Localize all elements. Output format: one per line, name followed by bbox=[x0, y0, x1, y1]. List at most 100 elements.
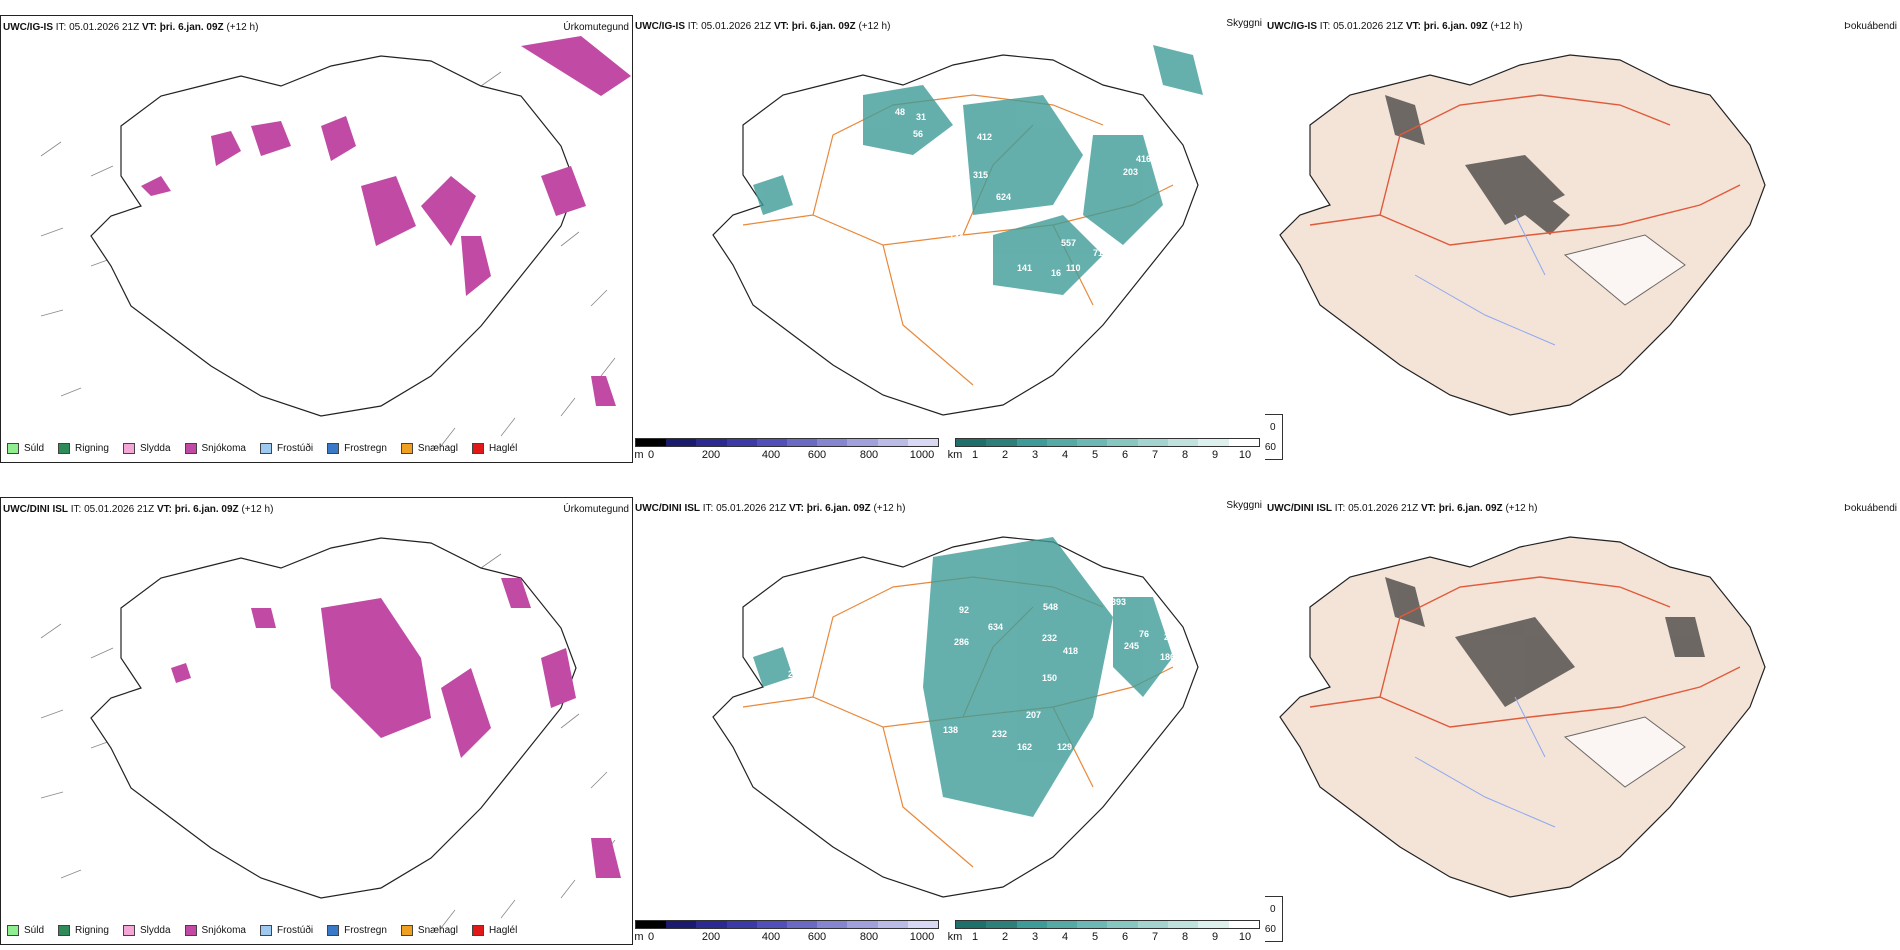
visibility-label: 200 bbox=[788, 669, 803, 679]
scale-tick: 6 bbox=[1121, 931, 1129, 943]
visibility-scale-bar bbox=[955, 920, 1260, 929]
legend-item: Snæhagl bbox=[400, 925, 458, 936]
precip-type-panel-row1: UWC/IG-IS IT: 05.01.2026 21Z VT: þri. 6.… bbox=[0, 15, 633, 463]
scale-tick: 400 bbox=[761, 931, 781, 943]
height-scale: m 0 200 400 600 800 1000 bbox=[634, 438, 939, 461]
legend-item: Haglél bbox=[471, 443, 517, 454]
panel-header: UWC/DINI ISL IT: 05.01.2026 21Z VT: þri.… bbox=[3, 504, 274, 515]
legend-item: Snæhagl bbox=[400, 443, 458, 454]
scale-tick: 1000 bbox=[909, 449, 935, 461]
visibility-label: 16 bbox=[893, 244, 903, 254]
scale-tick: 7 bbox=[1151, 449, 1159, 461]
visibility-label: 150 bbox=[1042, 673, 1057, 683]
visibility-label: 557 bbox=[1061, 238, 1076, 248]
visibility-label: 207 bbox=[1026, 710, 1041, 720]
iceland-outline bbox=[712, 54, 1199, 416]
legend-item: Frostregn bbox=[327, 925, 387, 936]
variable-name: Þokuábendi bbox=[1844, 21, 1897, 32]
visibility-label: 34 bbox=[1168, 172, 1178, 182]
visibility-label: 71 bbox=[1093, 248, 1103, 258]
fog-legend: 0 60 bbox=[1265, 896, 1283, 942]
scale-unit: km bbox=[947, 931, 963, 943]
scale-tick: 200 bbox=[701, 449, 721, 461]
visibility-label: 232 bbox=[1042, 633, 1057, 643]
legend-item: Rigning bbox=[58, 443, 109, 454]
scale-tick: 5 bbox=[1091, 449, 1099, 461]
panel-header: UWC/DINI ISL IT: 05.01.2026 21Z VT: þri.… bbox=[635, 503, 906, 514]
legend-item: Frostregn bbox=[327, 443, 387, 454]
scale-tick: 3 bbox=[1031, 449, 1039, 461]
legend-item: Frostúði bbox=[259, 925, 313, 936]
legend-item: Slydda bbox=[122, 925, 171, 936]
scale-tick: 10 bbox=[1238, 931, 1252, 943]
scale-tick: 800 bbox=[859, 449, 879, 461]
scale-tick: 0 bbox=[647, 931, 655, 943]
variable-name: Þokuábendi bbox=[1844, 503, 1897, 514]
scale-tick: 600 bbox=[807, 931, 827, 943]
height-scale-bar bbox=[635, 920, 939, 929]
visibility-label: 548 bbox=[1043, 602, 1058, 612]
legend-item: Haglél bbox=[471, 925, 517, 936]
visibility-label: 232 bbox=[992, 729, 1007, 739]
scale-tick: 10 bbox=[1238, 449, 1252, 461]
visibility-panel-row1: UWC/IG-IS IT: 05.01.2026 21Z VT: þri. 6.… bbox=[633, 15, 1265, 463]
legend-item: Súld bbox=[7, 925, 44, 936]
visibility-label: 76 bbox=[1139, 629, 1149, 639]
scale-unit: km bbox=[947, 449, 963, 461]
scale-tick: 4 bbox=[1061, 931, 1069, 943]
legend-item: Frostúði bbox=[259, 443, 313, 454]
visibility-label: 286 bbox=[1161, 189, 1176, 199]
visibility-label: 162 bbox=[1017, 742, 1032, 752]
variable-name: Skyggni bbox=[1226, 18, 1262, 29]
visibility-label: 110 bbox=[1066, 263, 1081, 273]
fog-legend: 0 60 bbox=[1265, 414, 1283, 460]
variable-name: Skyggni bbox=[1226, 500, 1262, 511]
visibility-label: 186 bbox=[1160, 652, 1175, 662]
iceland-outline bbox=[90, 55, 577, 417]
legend-item: Slydda bbox=[122, 443, 171, 454]
visibility-label: 416 bbox=[1136, 154, 1151, 164]
legend-item: Snjókoma bbox=[184, 443, 246, 454]
visibility-label: 141 bbox=[1017, 263, 1032, 273]
visibility-label: 286 bbox=[954, 637, 969, 647]
fog-legend-label: 0 bbox=[1270, 421, 1276, 433]
fog-shading bbox=[1385, 577, 1705, 788]
low-visibility-areas bbox=[753, 537, 1173, 817]
panel-header: UWC/IG-IS IT: 05.01.2026 21Z VT: þri. 6.… bbox=[3, 22, 259, 33]
scale-unit: m bbox=[634, 449, 644, 461]
scale-unit: m bbox=[634, 931, 644, 943]
visibility-label: 20 bbox=[929, 164, 939, 174]
scale-tick: 7 bbox=[1151, 931, 1159, 943]
visibility-label: 138 bbox=[943, 725, 958, 735]
panel-header: UWC/IG-IS IT: 05.01.2026 21Z VT: þri. 6.… bbox=[1267, 21, 1523, 32]
scale-tick: 3 bbox=[1031, 931, 1039, 943]
precip-legend: Súld Rigning Slydda Snjókoma Frostúði Fr… bbox=[7, 925, 531, 936]
precip-type-panel-row2: UWC/DINI ISL IT: 05.01.2026 21Z VT: þri.… bbox=[0, 497, 633, 945]
scale-tick: 400 bbox=[761, 449, 781, 461]
visibility-scale-bar bbox=[955, 438, 1260, 447]
visibility-label: 29 bbox=[1166, 219, 1176, 229]
scale-tick: 6 bbox=[1121, 449, 1129, 461]
scale-tick: 1 bbox=[971, 931, 979, 943]
visibility-label: 203 bbox=[1123, 167, 1138, 177]
iceland-land bbox=[1279, 54, 1766, 416]
scale-tick: 200 bbox=[701, 931, 721, 943]
snow-areas bbox=[171, 578, 621, 878]
scale-tick: 800 bbox=[859, 931, 879, 943]
visibility-label: 31 bbox=[916, 112, 926, 122]
variable-name: Úrkomutegund bbox=[563, 504, 629, 515]
scale-tick: 600 bbox=[807, 449, 827, 461]
visibility-label: 624 bbox=[996, 192, 1011, 202]
scale-tick: 2 bbox=[1001, 931, 1009, 943]
visibility-label: 634 bbox=[988, 622, 1003, 632]
visibility-label: 92 bbox=[959, 605, 969, 615]
scale-tick: 4 bbox=[1061, 449, 1069, 461]
visibility-label: 427 bbox=[974, 214, 989, 224]
visibility-label: 393 bbox=[1111, 597, 1126, 607]
scale-tick: 8 bbox=[1181, 931, 1189, 943]
visibility-panel-row2: UWC/DINI ISL IT: 05.01.2026 21Z VT: þri.… bbox=[633, 497, 1265, 945]
visibility-label: 48 bbox=[895, 107, 905, 117]
fog-legend-label: 60 bbox=[1265, 923, 1276, 935]
fog-index-map bbox=[1279, 54, 1766, 416]
visibility-scale: km 1 2 3 4 5 6 7 8 9 10 bbox=[948, 438, 1260, 461]
